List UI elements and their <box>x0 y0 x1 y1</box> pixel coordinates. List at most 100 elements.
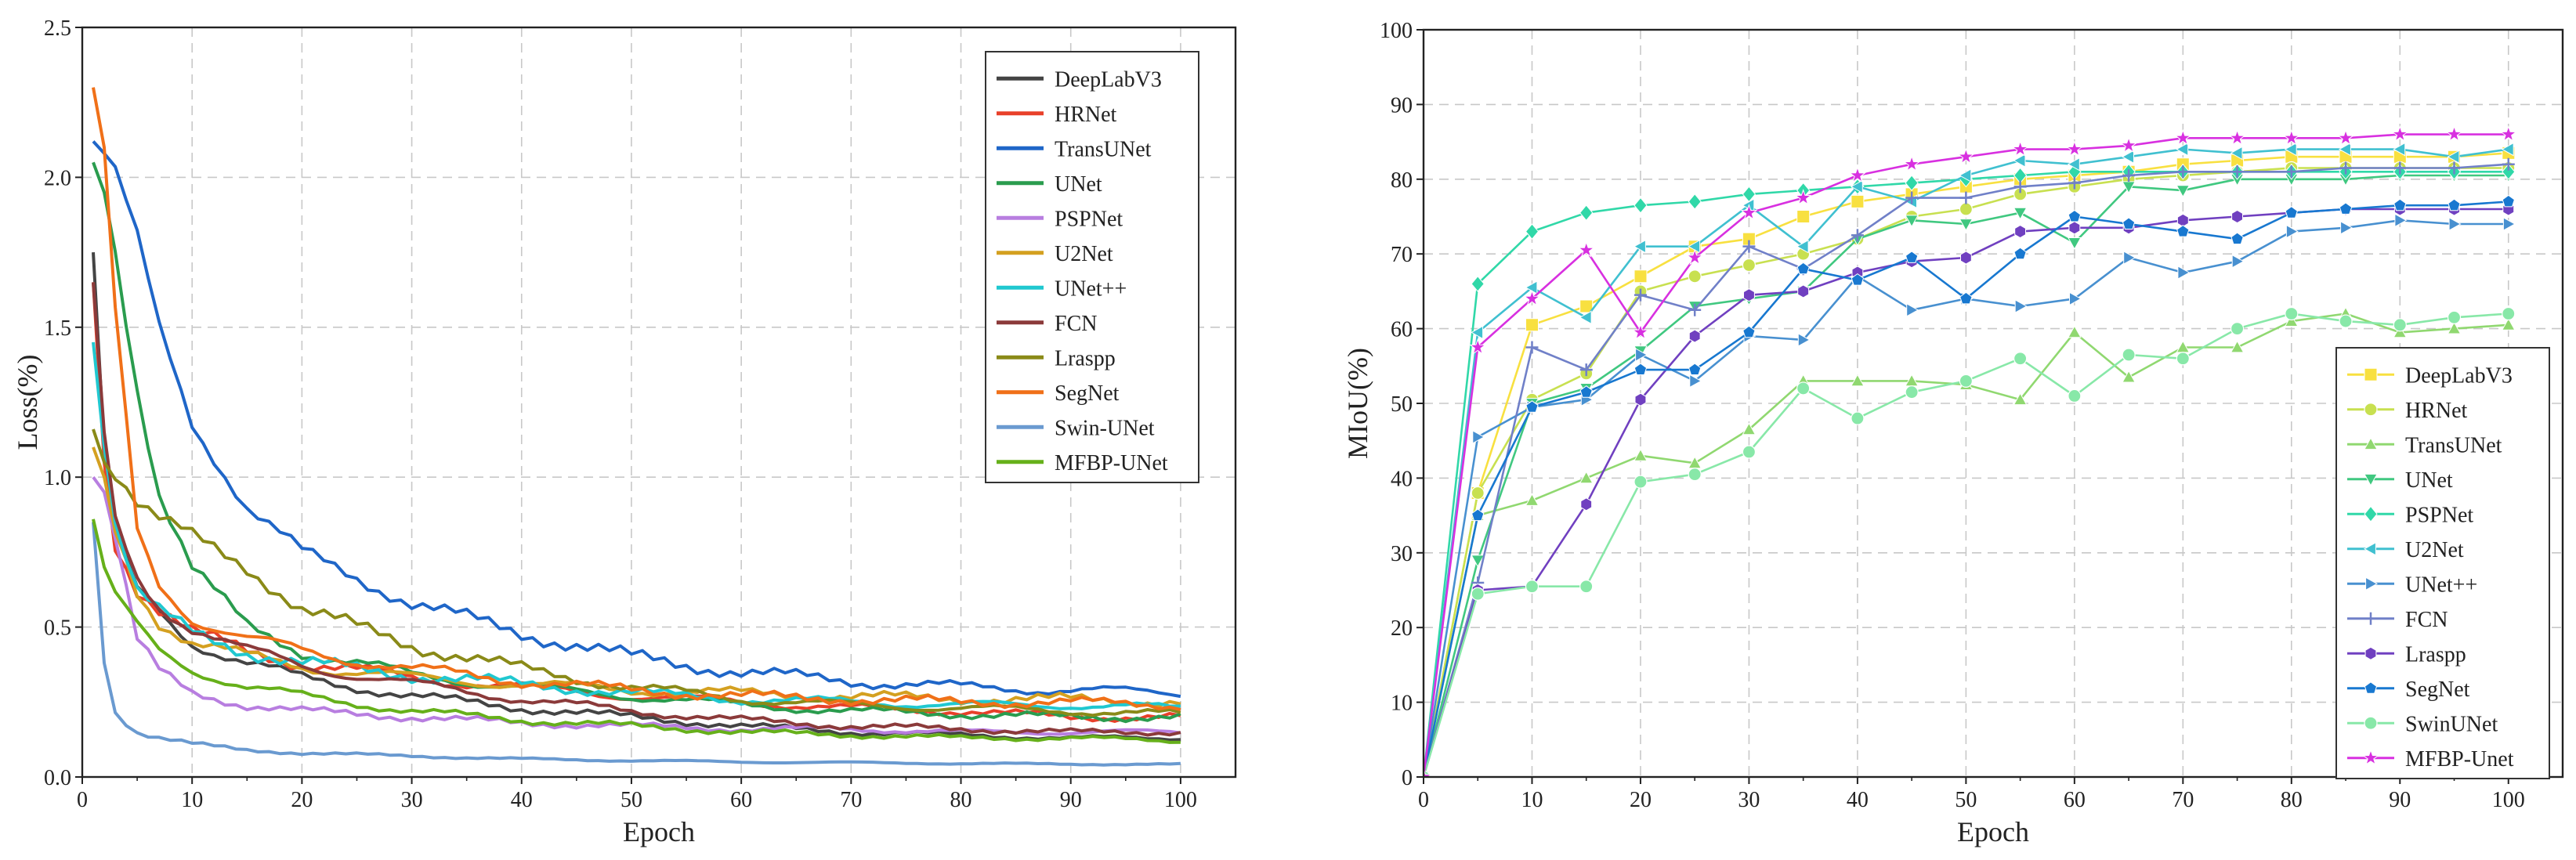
data-point-lraspp <box>2014 225 2026 239</box>
series-line-mfbp-unet <box>92 519 1181 744</box>
data-point-swinunet <box>2013 352 2028 366</box>
data-point-unet <box>1905 215 1919 228</box>
y-tick-label: 10 <box>1391 692 1413 716</box>
data-point-hrnet <box>1959 202 1973 216</box>
data-point-u2net <box>2338 142 2351 157</box>
legend-marker <box>2364 473 2378 486</box>
data-point-transunet <box>1579 471 1594 484</box>
series-line-fcn <box>92 282 1181 737</box>
data-point-mfbp-unet <box>1469 338 1487 355</box>
x-tick-label: 60 <box>730 788 752 812</box>
legend-entry-fcn: FCN <box>997 312 1097 336</box>
legend-entry-u2net: U2Net <box>2347 538 2464 562</box>
data-point-swinunet <box>2068 388 2082 403</box>
data-point-mfbp-unet <box>1686 248 1704 266</box>
data-point-fcn <box>2122 169 2136 182</box>
data-point-lraspp <box>2068 221 2081 235</box>
data-point-mfbp-unet <box>2282 128 2300 146</box>
legend-entry-pspnet: PSPNet <box>997 207 1123 231</box>
data-point-u2net <box>1959 168 1972 182</box>
data-point-deeplabv3 <box>1742 232 1756 246</box>
y-tick-label: 0 <box>1402 766 1413 790</box>
data-point-fcn <box>1742 240 1756 253</box>
data-point-unet <box>2013 207 2028 220</box>
data-point-unet <box>2123 251 2136 265</box>
data-point-swinunet <box>1905 385 1919 399</box>
data-point-swinunet <box>1471 587 1485 601</box>
legend-marker <box>2364 646 2377 660</box>
x-tick-label: 100 <box>1164 788 1197 812</box>
x-tick-label: 0 <box>1418 788 1429 812</box>
x-tick-label: 20 <box>1630 788 1652 812</box>
y-tick-label: 0.5 <box>44 616 71 641</box>
data-point-segnet <box>1525 400 1539 413</box>
x-tick-label: 10 <box>1521 788 1543 812</box>
data-point-deeplabv3 <box>1525 318 1539 332</box>
data-point-unet <box>1906 302 1919 317</box>
data-point-unet <box>2340 220 2353 235</box>
data-point-pspnet <box>1634 197 1648 214</box>
data-point-deeplabv3 <box>1579 299 1594 313</box>
data-point-swinunet <box>2393 318 2407 332</box>
series-line-swin-unet <box>92 522 1181 767</box>
data-point-swinunet <box>2339 314 2353 328</box>
data-point-swinunet <box>2122 348 2136 362</box>
y-tick-label: 80 <box>1391 168 1413 193</box>
x-tick-label: 20 <box>291 788 313 812</box>
legend-entry-deeplabv3: DeepLabV3 <box>997 67 1162 92</box>
data-point-mfbp-unet <box>1424 768 1432 777</box>
data-point-swinunet <box>1851 411 1865 425</box>
data-point-transunet <box>2393 325 2408 338</box>
data-point-pspnet <box>1905 175 1919 191</box>
data-point-fcn <box>2502 157 2515 171</box>
y-tick-label: 20 <box>1391 616 1413 641</box>
data-point-fcn <box>1525 341 1539 354</box>
data-point-fcn <box>2013 180 2027 193</box>
data-point-u2net <box>1796 239 1809 254</box>
data-point-pspnet <box>1579 204 1594 222</box>
data-point-transunet <box>2013 392 2028 406</box>
data-point-mfbp-unet <box>1523 289 1541 306</box>
legend-marker <box>2364 437 2378 450</box>
data-point-transunet <box>1634 448 1648 461</box>
data-point-unet <box>2014 299 2028 313</box>
data-point-segnet <box>1851 273 1865 286</box>
data-point-lraspp <box>1580 497 1593 511</box>
x-tick-label: 40 <box>511 788 533 812</box>
data-point-unet <box>2069 291 2082 306</box>
data-point-u2net <box>2284 142 2297 157</box>
legend-entry-swinunet: SwinUNet <box>2347 712 2498 736</box>
data-point-mfbp-unet <box>1794 189 1812 205</box>
data-point-swinunet <box>2447 310 2462 324</box>
data-point-mfbp-unet <box>1957 147 1975 164</box>
legend-label: U2Net <box>1055 242 1113 266</box>
x-tick-label: 70 <box>2172 788 2194 812</box>
legend: DeepLabV3 HRNet TransUNet UNet PSPNet U2Net UN… <box>2335 347 2550 779</box>
legend-marker <box>2365 576 2379 591</box>
legend-entry-unet: UNet <box>2347 468 2453 493</box>
data-point-unet <box>2394 213 2408 228</box>
x-tick-label: 50 <box>1955 788 1977 812</box>
data-point-u2net <box>1471 325 1484 340</box>
data-point-mfbp-unet <box>1903 155 1921 172</box>
y-axis-label: MIoU(%) <box>1342 348 1373 459</box>
data-point-unet <box>1472 430 1485 444</box>
legend-entry-unet: UNet++ <box>2347 573 2477 597</box>
legend-label: Lraspp <box>1055 346 1116 370</box>
data-point-mfbp-unet <box>2499 125 2517 142</box>
data-point-mfbp-unet <box>2120 136 2138 154</box>
series-group <box>1424 125 2517 777</box>
y-axis-label: Loss(%) <box>12 355 43 450</box>
data-point-swinunet <box>1634 475 1648 489</box>
y-tick-label: 90 <box>1391 93 1413 117</box>
data-point-unet <box>2177 266 2191 280</box>
legend-label: MFBP-Unet <box>2405 747 2514 771</box>
data-point-u2net <box>2501 142 2514 157</box>
data-point-lraspp <box>2231 209 2243 224</box>
data-point-fcn <box>1905 191 1919 204</box>
legend-entry-mfbp-unet: MFBP-UNet <box>997 451 1168 475</box>
x-tick-label: 50 <box>620 788 642 812</box>
legend-label: UNet++ <box>1055 276 1127 301</box>
legend-entry-unet: UNet <box>997 172 1102 197</box>
data-point-fcn <box>2339 161 2353 175</box>
